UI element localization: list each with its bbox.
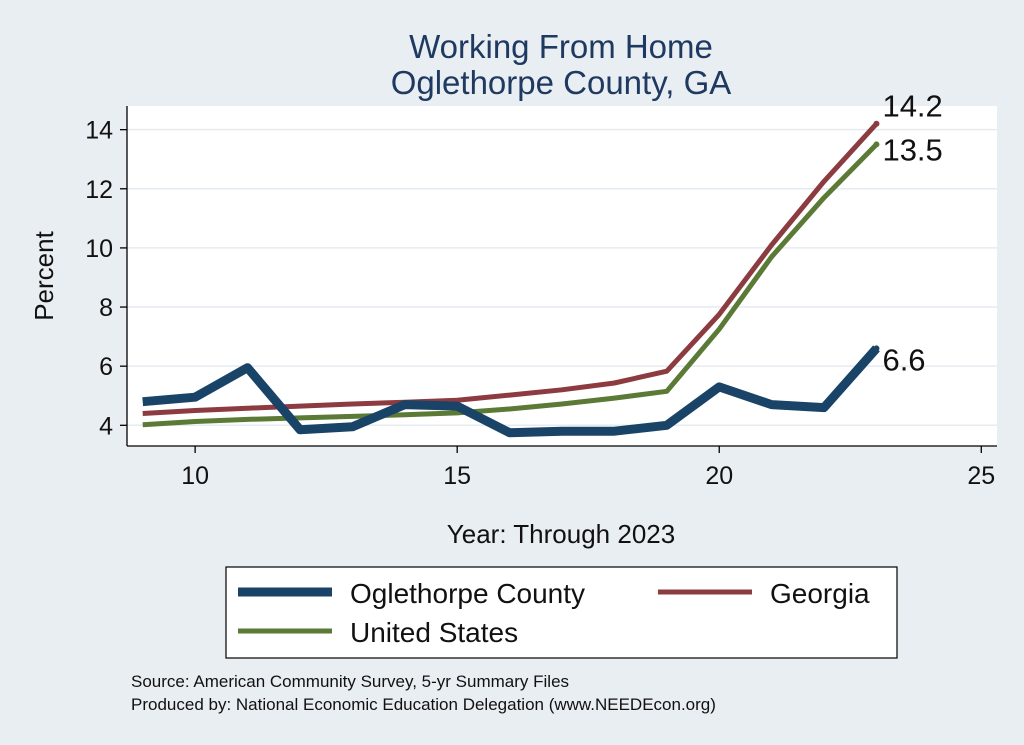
end-point-united-states [873, 141, 880, 148]
y-tick-label-12: 12 [85, 176, 113, 204]
series-line-oglethorpe-county [142, 345, 880, 438]
x-tick-label-10: 10 [181, 462, 209, 490]
legend-box [225, 566, 898, 659]
x-tick-label-25: 25 [967, 462, 995, 490]
chart-title-line-2: Oglethorpe County, GA [391, 64, 732, 101]
end-point-georgia [873, 120, 880, 127]
series-line-georgia [142, 122, 879, 416]
x-tick-label-20: 20 [705, 462, 733, 490]
legend-label-united-states: United States [350, 617, 518, 648]
y-axis-title: Percent [29, 230, 59, 320]
legend-label-georgia: Georgia [770, 578, 870, 609]
source-note: Source: American Community Survey, 5-yr … [131, 672, 569, 691]
producer-note: Produced by: National Economic Education… [131, 695, 716, 714]
end-label-oglethorpe-county: 6.6 [882, 342, 925, 377]
y-tick-label-6: 6 [99, 353, 113, 381]
end-label-georgia: 14.2 [882, 89, 942, 124]
end-label-united-states: 13.5 [882, 132, 942, 167]
x-axis-title: Year: Through 2023 [447, 519, 675, 549]
y-tick-label-10: 10 [85, 235, 113, 263]
y-tick-label-4: 4 [99, 412, 113, 440]
series-line-united-states [142, 142, 879, 428]
y-tick-label-8: 8 [99, 294, 113, 322]
axes [126, 106, 997, 447]
y-tick-label-14: 14 [85, 117, 113, 145]
legend: Oglethorpe County Georgia United States [225, 566, 898, 659]
series-lines [142, 120, 880, 438]
grid-lines [127, 128, 997, 427]
end-labels: 6.6 14.2 13.5 [882, 89, 942, 378]
legend-label-oglethorpe-county: Oglethorpe County [350, 578, 585, 609]
end-point-oglethorpe-county [873, 345, 880, 352]
chart-title-line-1: Working From Home [409, 28, 713, 65]
ticks: 4 6 8 10 12 14 10 15 20 25 [85, 117, 995, 490]
x-tick-label-15: 15 [443, 462, 471, 490]
